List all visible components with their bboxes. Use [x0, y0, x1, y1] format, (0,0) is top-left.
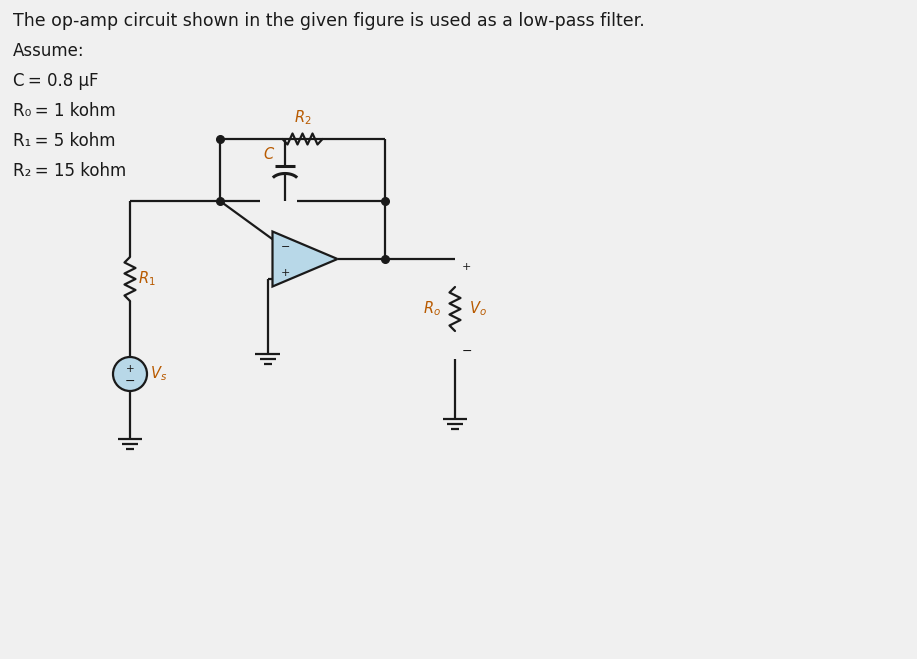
Polygon shape	[272, 231, 337, 287]
Text: $C$: $C$	[263, 146, 275, 162]
Text: R₂ = 15 kohm: R₂ = 15 kohm	[13, 162, 127, 180]
Circle shape	[113, 357, 147, 391]
Text: +: +	[462, 262, 471, 272]
Text: $R_1$: $R_1$	[138, 270, 156, 289]
Text: The op-amp circuit shown in the given figure is used as a low-pass filter.: The op-amp circuit shown in the given fi…	[13, 12, 645, 30]
Text: $-$: $-$	[281, 241, 291, 250]
Text: −: −	[125, 374, 135, 387]
Text: +: +	[126, 364, 134, 374]
Text: $V_s$: $V_s$	[150, 364, 167, 384]
Text: Assume:: Assume:	[13, 42, 84, 60]
Text: $+$: $+$	[281, 268, 291, 278]
Text: $R_2$: $R_2$	[293, 108, 311, 127]
Text: $V_o$: $V_o$	[469, 300, 487, 318]
Text: −: −	[462, 345, 472, 357]
Text: C = 0.8 μF: C = 0.8 μF	[13, 72, 98, 90]
Text: R₁ = 5 kohm: R₁ = 5 kohm	[13, 132, 116, 150]
Text: R₀ = 1 kohm: R₀ = 1 kohm	[13, 102, 116, 120]
Text: $R_o$: $R_o$	[423, 300, 441, 318]
